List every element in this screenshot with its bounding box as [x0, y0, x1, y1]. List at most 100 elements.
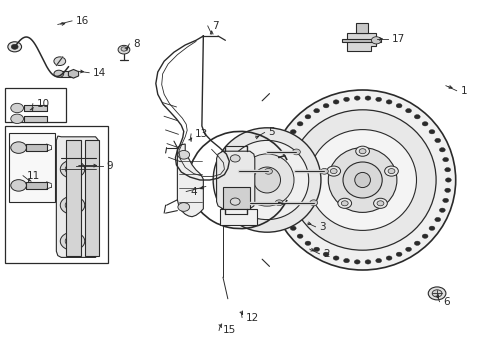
Circle shape — [65, 164, 80, 175]
Text: 6: 6 — [443, 297, 450, 307]
Circle shape — [320, 168, 328, 174]
Text: 15: 15 — [223, 325, 236, 336]
Polygon shape — [69, 69, 78, 78]
Circle shape — [314, 247, 319, 252]
Circle shape — [376, 97, 382, 102]
Circle shape — [11, 114, 24, 123]
Ellipse shape — [355, 172, 370, 188]
Circle shape — [230, 198, 240, 205]
Circle shape — [443, 198, 449, 203]
Circle shape — [343, 258, 349, 263]
Ellipse shape — [213, 128, 321, 232]
Circle shape — [365, 96, 371, 100]
Polygon shape — [223, 187, 250, 209]
Circle shape — [54, 70, 64, 77]
Circle shape — [314, 108, 319, 113]
Circle shape — [428, 287, 446, 300]
Circle shape — [276, 157, 282, 162]
Circle shape — [338, 198, 352, 208]
Circle shape — [330, 168, 337, 174]
Text: 16: 16 — [76, 16, 89, 26]
Circle shape — [280, 148, 286, 152]
Text: 7: 7 — [212, 21, 219, 31]
Circle shape — [333, 100, 339, 104]
Circle shape — [310, 200, 318, 206]
Bar — [5, 126, 108, 263]
Text: 13: 13 — [195, 129, 208, 139]
Circle shape — [396, 104, 402, 108]
Circle shape — [280, 208, 286, 212]
Circle shape — [11, 142, 26, 153]
Circle shape — [422, 122, 428, 126]
Circle shape — [285, 138, 291, 143]
Polygon shape — [24, 116, 47, 122]
Polygon shape — [85, 140, 99, 256]
Text: 14: 14 — [93, 68, 106, 78]
Text: 3: 3 — [319, 222, 326, 232]
Circle shape — [178, 150, 190, 159]
Circle shape — [11, 44, 18, 49]
Text: 2: 2 — [323, 249, 330, 259]
Circle shape — [354, 260, 360, 264]
Circle shape — [377, 201, 384, 206]
Circle shape — [443, 157, 449, 162]
Circle shape — [385, 166, 398, 176]
Circle shape — [60, 196, 85, 214]
Circle shape — [290, 226, 296, 230]
Text: 9: 9 — [107, 161, 114, 171]
Text: 12: 12 — [246, 312, 259, 323]
Circle shape — [297, 122, 303, 126]
Circle shape — [121, 47, 127, 51]
Circle shape — [293, 149, 300, 155]
Circle shape — [275, 200, 283, 206]
Circle shape — [305, 114, 311, 119]
Ellipse shape — [240, 154, 294, 206]
Circle shape — [445, 178, 451, 182]
Circle shape — [388, 168, 395, 174]
Circle shape — [440, 148, 445, 152]
Circle shape — [11, 103, 24, 113]
Polygon shape — [220, 209, 257, 225]
Ellipse shape — [343, 162, 382, 198]
Polygon shape — [342, 39, 381, 42]
Circle shape — [356, 146, 369, 156]
Circle shape — [323, 252, 329, 256]
Circle shape — [415, 114, 420, 119]
Polygon shape — [217, 151, 255, 209]
Circle shape — [406, 247, 412, 252]
Circle shape — [445, 167, 451, 172]
Text: 1: 1 — [461, 86, 467, 96]
Ellipse shape — [225, 140, 309, 220]
Circle shape — [265, 168, 272, 174]
Text: 4: 4 — [190, 186, 197, 197]
Polygon shape — [59, 71, 74, 77]
Text: 11: 11 — [27, 171, 40, 181]
Text: 5: 5 — [269, 127, 275, 138]
Circle shape — [406, 108, 412, 113]
Polygon shape — [26, 182, 47, 189]
Circle shape — [118, 45, 130, 54]
Circle shape — [429, 130, 435, 134]
Polygon shape — [347, 33, 376, 51]
Circle shape — [354, 96, 360, 100]
Text: 10: 10 — [37, 99, 50, 109]
Circle shape — [274, 178, 280, 182]
Circle shape — [8, 42, 22, 52]
Circle shape — [323, 104, 329, 108]
Circle shape — [305, 241, 311, 246]
Circle shape — [60, 232, 85, 250]
Circle shape — [342, 201, 348, 206]
Circle shape — [396, 252, 402, 256]
Circle shape — [371, 37, 381, 44]
Circle shape — [445, 188, 451, 193]
Circle shape — [178, 203, 190, 211]
Polygon shape — [26, 144, 47, 151]
Circle shape — [276, 198, 282, 203]
Circle shape — [333, 256, 339, 260]
Circle shape — [432, 290, 442, 297]
Polygon shape — [66, 140, 81, 256]
Circle shape — [386, 100, 392, 104]
Polygon shape — [56, 136, 98, 257]
Circle shape — [327, 166, 341, 176]
Circle shape — [65, 200, 80, 211]
